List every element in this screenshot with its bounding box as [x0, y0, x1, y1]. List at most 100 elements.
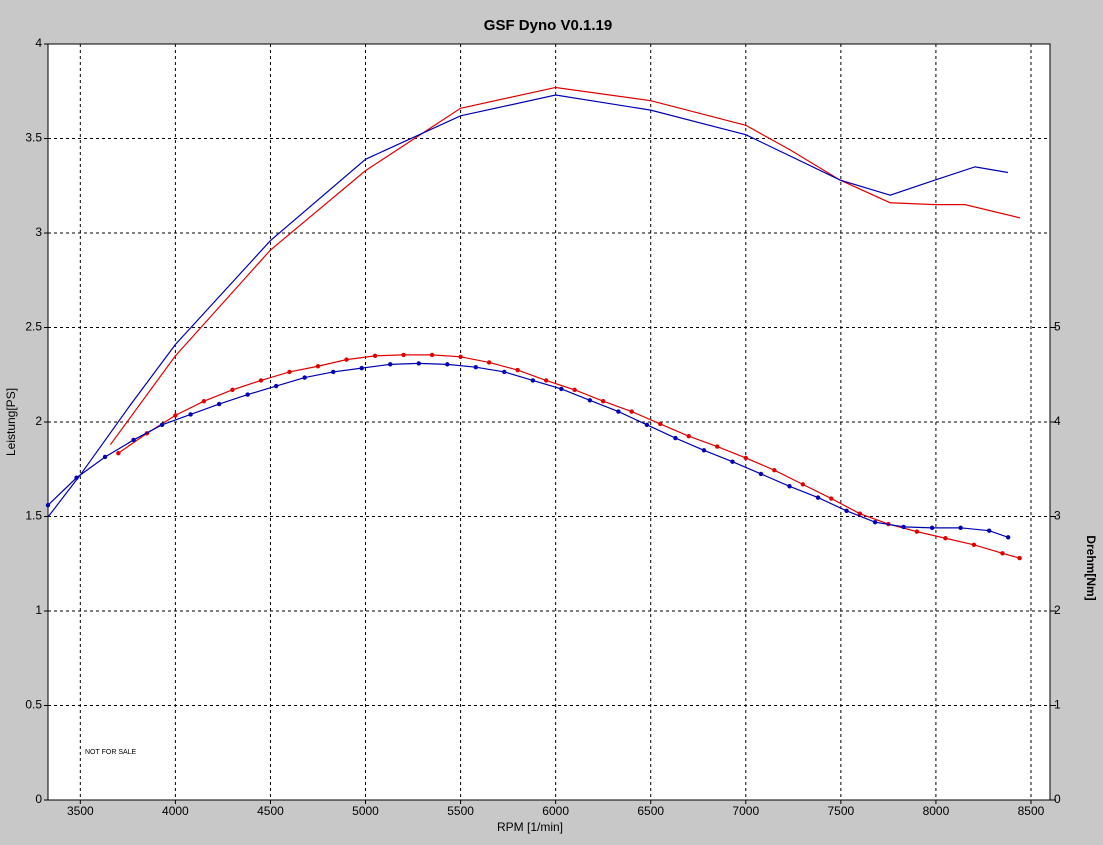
y2-tick-label: 2: [1054, 603, 1061, 617]
data-point: [616, 409, 621, 414]
data-point: [159, 422, 165, 428]
data-point: [914, 529, 920, 534]
x-tick-label: 4000: [162, 804, 189, 818]
y2-tick-label: 0: [1054, 792, 1061, 806]
annotation: NOT FOR SALE: [85, 749, 137, 756]
data-point: [445, 362, 450, 367]
data-point: [216, 401, 222, 407]
data-point: [388, 362, 393, 367]
data-point: [1000, 551, 1005, 556]
data-point: [116, 450, 121, 456]
data-point: [515, 367, 520, 373]
data-point: [686, 433, 691, 439]
chart-title: GSF Dyno V0.1.19: [484, 17, 612, 34]
y-tick-label: 4: [35, 36, 42, 50]
x-tick-label: 6000: [542, 804, 569, 818]
data-point: [45, 502, 51, 508]
data-point: [600, 399, 606, 404]
data-point: [715, 444, 720, 449]
series-line: [109, 86, 1021, 446]
data-point: [458, 354, 463, 359]
data-point: [1017, 555, 1022, 561]
y-tick-label: 2.5: [25, 320, 42, 334]
y2-tick-label: 1: [1054, 698, 1061, 712]
data-point: [359, 365, 364, 371]
y-tick-label: 0.5: [25, 698, 42, 712]
data-point: [644, 422, 650, 428]
data-point: [188, 412, 193, 417]
data-point: [559, 386, 564, 392]
data-point: [572, 387, 577, 393]
data-point: [730, 459, 735, 464]
data-point: [401, 352, 406, 358]
data-point: [543, 378, 549, 383]
data-point: [658, 421, 663, 427]
data-point: [245, 392, 250, 397]
data-point: [315, 364, 321, 369]
x-tick-label: 8000: [923, 804, 950, 818]
data-point: [287, 369, 292, 375]
y-axis-label: Leistung[PS]: [4, 388, 18, 456]
x-tick-label: 7000: [732, 804, 759, 818]
series-line: [47, 94, 1009, 517]
data-point: [943, 536, 948, 541]
x-tick-label: 3500: [67, 804, 94, 818]
data-point: [787, 484, 792, 489]
data-point: [302, 375, 307, 380]
data-point: [330, 369, 336, 375]
x-tick-label: 5500: [447, 804, 474, 818]
x-tick-label: 4500: [257, 804, 284, 818]
data-point: [1005, 535, 1011, 540]
data-point: [929, 525, 935, 531]
y2-tick-label: 5: [1054, 320, 1061, 334]
x-tick-label: 5000: [352, 804, 379, 818]
data-point: [201, 399, 207, 404]
data-point: [429, 352, 435, 358]
data-point: [587, 398, 593, 403]
x-tick-label: 8500: [1018, 804, 1045, 818]
data-point: [131, 437, 136, 443]
data-point: [173, 413, 178, 418]
data-point: [829, 496, 834, 501]
y2-tick-label: 4: [1054, 414, 1061, 428]
y-tick-label: 3.5: [25, 131, 42, 145]
data-point: [530, 378, 536, 383]
data-point: [772, 467, 777, 473]
data-point: [758, 471, 764, 477]
data-point: [102, 454, 108, 460]
x-tick-label: 7500: [828, 804, 855, 818]
data-point: [844, 508, 849, 514]
data-point: [344, 357, 349, 362]
data-point: [743, 455, 748, 461]
data-point: [673, 435, 678, 441]
y-tick-label: 3: [35, 225, 42, 239]
x-tick-label: 6500: [637, 804, 664, 818]
data-point: [258, 378, 264, 383]
data-point: [872, 519, 878, 525]
data-point: [230, 387, 235, 393]
y-tick-label: 0: [35, 792, 42, 806]
data-point: [473, 364, 478, 370]
y-tick-label: 1: [35, 603, 42, 617]
y-tick-label: 1.5: [25, 509, 42, 523]
data-point: [701, 448, 707, 453]
data-point: [986, 528, 992, 533]
data-point: [273, 383, 279, 389]
data-point: [958, 525, 963, 531]
data-point: [416, 361, 421, 366]
data-point: [971, 542, 977, 548]
y2-tick-label: 3: [1054, 509, 1061, 523]
y2-axis-label: Drehm[Nm]: [1084, 535, 1098, 600]
data-point: [74, 475, 79, 480]
y-tick-label: 2: [35, 414, 42, 428]
data-point: [815, 495, 821, 500]
data-point: [486, 360, 492, 365]
data-point: [857, 511, 863, 516]
data-point: [901, 524, 906, 530]
x-axis-label: RPM [1/min]: [497, 820, 563, 834]
data-point: [502, 369, 507, 375]
data-point: [372, 353, 378, 359]
data-point: [800, 482, 806, 487]
data-point: [629, 409, 634, 414]
